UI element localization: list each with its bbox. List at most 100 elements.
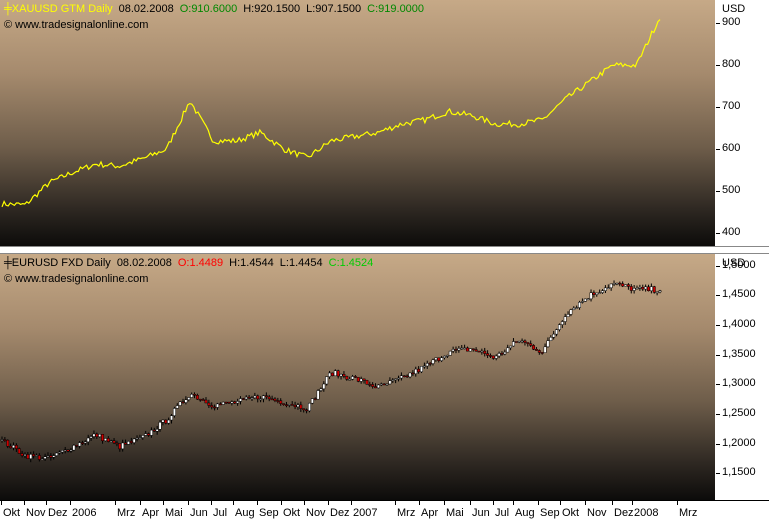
candle [319,387,323,393]
candle [339,373,343,380]
candle [428,361,432,367]
candle [178,401,182,407]
candle [244,395,248,401]
candle [408,372,412,379]
eurusd-open: O:1.4489 [177,257,224,269]
gold-chart-pane[interactable]: ╪XAUUSD GTM Daily 08.02.2008 O:910.6000 H:9… [0,0,715,246]
candle [345,375,349,381]
gold-price-scale[interactable]: USD 400 500 600 700 800 900 [715,0,769,246]
candle [247,395,251,400]
eurusd-ytick-label: 1,2000 [716,436,756,449]
eurusd-ytick-label: 1,3000 [716,377,756,390]
candle [14,443,18,452]
gold-ytick-label: 700 [715,100,741,113]
x-tick-label: Jul [492,501,510,519]
candle [655,291,659,296]
eurusd-chart-pane[interactable]: ╪EURUSD FXD Daily 08.02.2008 O:1.4489 H:1.4… [0,254,715,500]
x-tick-label: Nov [304,501,326,519]
candle [103,438,107,442]
candle [161,419,165,426]
candle [560,320,564,329]
eurusd-header: ╪EURUSD FXD Daily 08.02.2008 O:1.4489 H:1.4… [4,257,379,269]
candle [12,442,15,451]
candle [391,378,395,383]
candle [72,444,76,452]
eurusd-copyright: © www.tradesignalonline.com [4,273,149,285]
candle [457,346,461,353]
x-tick-label: Okt [280,501,301,519]
candle [227,401,231,404]
candle [124,439,128,445]
candle [144,430,148,436]
candle [35,453,38,457]
candle [17,447,21,454]
eurusd-unit: USD [722,257,746,269]
candle [155,425,159,435]
candle [425,360,429,369]
candle [92,430,96,439]
candle [638,284,642,291]
candle [641,284,645,291]
candle [132,437,136,445]
candle [540,352,544,355]
candle [414,366,418,377]
x-tick-label: Okt [0,501,21,519]
candle [362,378,366,384]
candle [578,300,581,310]
candle [365,379,369,385]
candle [23,452,27,459]
candle [376,384,380,389]
candle [494,354,498,361]
candle [336,369,340,379]
candle [302,408,306,413]
candle [115,440,119,447]
candle [118,443,122,452]
pane-separator[interactable] [0,246,769,254]
candle [402,375,406,378]
candle [382,383,386,386]
gold-plot [1,19,661,208]
candle [106,436,110,443]
candle [609,283,613,291]
eurusd-ytick-label: 1,5000 [716,258,756,271]
candle [60,450,64,455]
candle [555,328,559,337]
candle [310,398,314,405]
gold-price-line [1,19,661,208]
x-tick-label: Sep [538,501,560,519]
candle [595,292,599,297]
chart-handle-icon[interactable]: ╪ [4,3,12,15]
candle [552,330,556,340]
candle [152,427,156,432]
candle [198,398,202,402]
candle [371,382,375,389]
candle [121,439,125,452]
eurusd-price-scale[interactable]: USD 1,1500 1,2000 1,2500 1,3000 1,3500 1,4000… [716,254,769,500]
candle [477,350,481,353]
gold-copyright: © www.tradesignalonline.com [4,19,149,31]
candle [460,345,464,350]
candle [322,381,326,392]
candle [583,298,587,303]
candle [549,335,553,341]
candle [448,350,452,356]
candle [287,404,291,408]
candle [379,382,383,387]
gold-open: O:910.6000 [179,3,238,15]
candle [239,396,242,405]
eurusd-ytick-label: 1,4000 [716,318,756,331]
candle [647,284,650,292]
candle [193,392,196,399]
x-tick-label: Apr [418,501,439,519]
gold-close: C:919.0000 [367,3,425,15]
candle [422,362,426,369]
candle [296,402,300,410]
chart-handle-icon[interactable]: ╪ [4,257,12,269]
candle [411,370,415,377]
candle [333,369,337,377]
candle [624,284,627,287]
time-axis[interactable]: Okt Nov Dez 2006 Mrz Apr Mai Jun Jul Aug Sep Okt Nov… [0,500,769,521]
candle [170,414,173,424]
candle [256,394,260,403]
candle [49,453,53,461]
